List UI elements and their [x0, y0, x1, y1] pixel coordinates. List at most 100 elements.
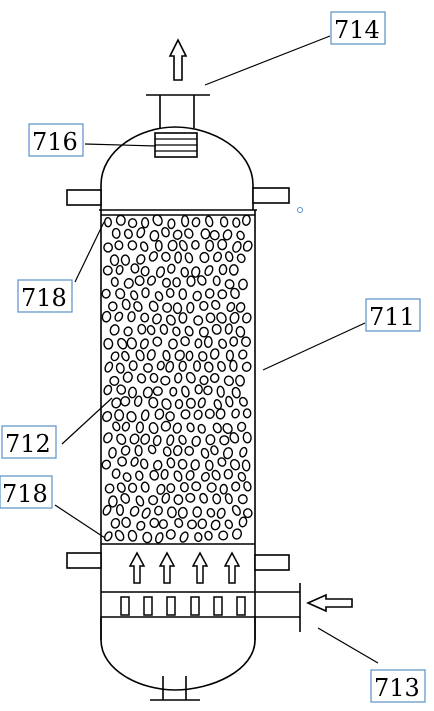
- packing-particle: [190, 459, 200, 471]
- packing-particle: [146, 325, 156, 336]
- packing-particle: [180, 266, 189, 278]
- packing-particle: [148, 300, 159, 312]
- label-714-text: 714: [334, 16, 380, 44]
- packing-particle: [204, 408, 215, 419]
- packing-particle: [180, 215, 190, 228]
- packing-particle: [218, 338, 228, 349]
- packing-particle: [224, 323, 233, 335]
- packing-particle: [186, 275, 196, 287]
- flow-arrow: [223, 551, 241, 584]
- packing-particle: [120, 493, 131, 504]
- packing-particle: [191, 481, 202, 492]
- packing-particle: [232, 217, 241, 228]
- packing-particle: [161, 251, 171, 262]
- packing-particle: [177, 506, 188, 519]
- packing-particle: [217, 289, 228, 300]
- packing-particle: [102, 411, 113, 422]
- packing-particle: [235, 374, 245, 387]
- packing-particle: [140, 433, 151, 445]
- packing-particle: [129, 433, 140, 445]
- packing-particle: [172, 302, 183, 315]
- bottom-head: [100, 617, 256, 691]
- packing-particle: [192, 506, 203, 518]
- packing-particle: [229, 336, 239, 347]
- packing-particle: [111, 397, 122, 409]
- packing-particle: [239, 446, 248, 458]
- packing-particle: [165, 314, 176, 326]
- packing-particle: [186, 422, 195, 433]
- packing-particle: [143, 362, 153, 373]
- packing-particle: [127, 386, 138, 399]
- packing-particle: [173, 494, 184, 506]
- packing-particle: [178, 288, 188, 300]
- packing-particle: [161, 398, 172, 410]
- packing-particle: [133, 395, 143, 407]
- packing-particle: [238, 396, 248, 407]
- packing-particle: [187, 519, 197, 530]
- packing-particle: [186, 301, 195, 314]
- packing-particle: [116, 433, 127, 445]
- packing-particle: [178, 312, 188, 324]
- packing-particle: [209, 230, 220, 241]
- packing-particle: [167, 263, 176, 274]
- packing-particle: [141, 507, 151, 519]
- packing-particle: [235, 302, 246, 313]
- packing-particle: [122, 472, 132, 482]
- packing-particle: [210, 445, 219, 456]
- packing-particle: [184, 252, 194, 264]
- packing-particle: [178, 239, 188, 252]
- packing-particle: [236, 253, 246, 264]
- packing-particle: [109, 324, 120, 336]
- packing-particle: [114, 311, 124, 322]
- packing-particle: [184, 325, 194, 337]
- packing-particle: [194, 384, 203, 395]
- packing-particle: [212, 275, 221, 287]
- leader-lines: [54, 35, 379, 664]
- packing-particle: [242, 240, 253, 252]
- packing-particle: [130, 456, 139, 467]
- packing-particle: [159, 323, 169, 335]
- packing-particle: [122, 371, 133, 383]
- packing-particle: [219, 216, 229, 228]
- gas-distribution-pipe: [101, 583, 301, 632]
- packing-particle: [158, 519, 169, 530]
- packing-particle: [160, 468, 169, 480]
- packing-particle: [130, 263, 140, 274]
- packing-particle: [136, 226, 146, 239]
- packing-particle: [205, 215, 214, 228]
- packing-particle: [116, 384, 127, 395]
- packing-particle: [179, 531, 189, 543]
- packing-particle: [142, 386, 153, 399]
- label-712-text: 712: [5, 430, 51, 458]
- packing-particle: [166, 506, 177, 519]
- packing-particle: [117, 456, 128, 467]
- packing-particle: [135, 470, 144, 481]
- packing-particle: [225, 395, 234, 408]
- packing-particle: [140, 481, 150, 493]
- packing-particle: [115, 214, 126, 226]
- packing-particle: [102, 504, 112, 516]
- label-716-text: 716: [32, 128, 78, 156]
- packing-particle: [146, 275, 157, 286]
- label-714: 714: [330, 11, 386, 45]
- packing-particle: [200, 447, 210, 459]
- packing-particle: [168, 338, 178, 350]
- packing-particle: [219, 435, 230, 446]
- label-711: 711: [365, 298, 421, 332]
- packing-particle: [200, 471, 210, 482]
- label-712: 712: [1, 425, 57, 459]
- packing-particle: [231, 481, 241, 492]
- packing-particle: [114, 529, 125, 542]
- packing-particle: [166, 457, 176, 469]
- flow-arrow: [158, 551, 176, 584]
- packing-particle: [103, 531, 113, 542]
- packing-particle: [192, 290, 202, 302]
- packing-particle: [211, 299, 221, 310]
- flow-arrows-up: [128, 551, 241, 584]
- packing-particle: [114, 240, 124, 251]
- packing-particle: [192, 360, 201, 372]
- packing-particle: [204, 265, 214, 277]
- packing-particle: [231, 408, 240, 419]
- packing-particle: [204, 288, 215, 299]
